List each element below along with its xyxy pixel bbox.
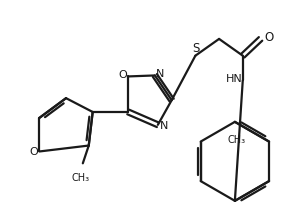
Text: N: N (160, 121, 168, 131)
Text: CH₃: CH₃ (228, 135, 246, 145)
Text: O: O (118, 70, 127, 81)
Text: HN: HN (225, 74, 242, 84)
Text: S: S (193, 42, 200, 55)
Text: O: O (29, 147, 38, 158)
Text: N: N (156, 70, 164, 79)
Text: CH₃: CH₃ (72, 173, 90, 183)
Text: O: O (265, 31, 274, 44)
